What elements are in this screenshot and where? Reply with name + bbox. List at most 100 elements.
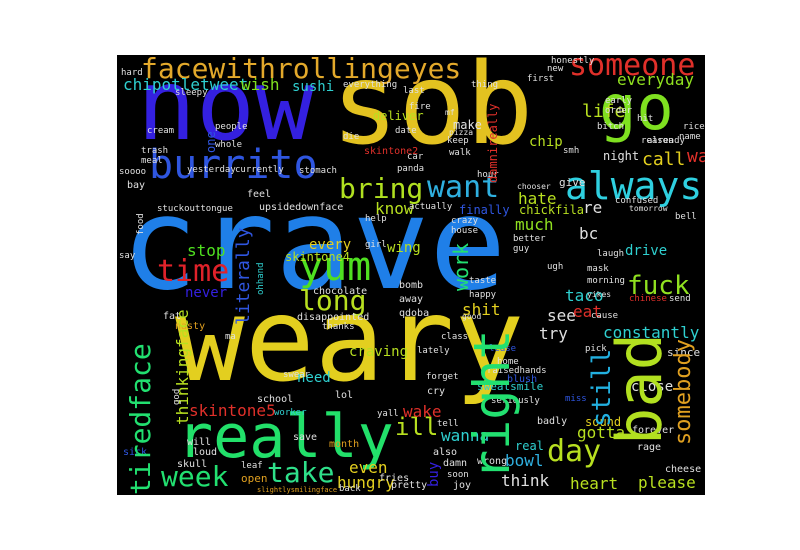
word-tiredface: tiredface: [124, 343, 157, 495]
word-date: date: [395, 126, 417, 136]
word-pretty: pretty: [391, 480, 428, 491]
word-fuck: fuck: [627, 271, 690, 301]
word-ma: ma: [225, 332, 236, 342]
word-help: help: [365, 214, 387, 224]
word-early: early: [605, 96, 633, 106]
word-stuckouttongue: stuckouttongue: [157, 204, 233, 214]
word-deliver: deliver: [373, 109, 424, 123]
word-still: still: [587, 348, 617, 427]
word-feel: feel: [247, 189, 272, 200]
word-chinese: chinese: [629, 294, 667, 304]
word-wish: wish: [241, 75, 280, 94]
word-rice: rice: [683, 122, 705, 132]
word-bc: bc: [579, 224, 599, 243]
word-car: car: [407, 152, 424, 162]
word-lately: lately: [417, 346, 450, 356]
word-school: school: [257, 394, 294, 405]
word-wrong: wrong: [477, 456, 508, 467]
word-even: even: [349, 458, 388, 477]
word-call: call: [642, 149, 686, 170]
word-reason: reason: [641, 136, 674, 146]
word-week: week: [161, 460, 229, 493]
word-thanks: thanks: [322, 322, 355, 332]
word-buy: buy: [426, 461, 442, 487]
word-weary: weary: [175, 273, 525, 408]
word-forget: forget: [426, 372, 459, 382]
word-honestly: honestly: [551, 56, 595, 66]
word-sleepy: sleepy: [175, 88, 208, 98]
word-taco: taco: [565, 286, 604, 305]
word-whole: whole: [215, 140, 243, 150]
word-soooo: soooo: [119, 167, 147, 177]
word-mf: mf: [445, 108, 455, 117]
word-hard: hard: [121, 68, 143, 78]
word-sushi: sushi: [292, 79, 335, 95]
word-soon: soon: [447, 470, 469, 480]
word-yum: yum: [299, 244, 372, 290]
word-also: also: [433, 447, 458, 458]
word-skintone4: skintone4: [285, 250, 351, 264]
word-confused: confused: [615, 196, 659, 206]
word-hate: hate: [518, 189, 557, 208]
word-day: day: [547, 434, 602, 469]
word-god: god: [172, 388, 182, 405]
word-sweatsmile: sweatsmile: [477, 380, 544, 393]
word-sob: sob: [331, 55, 534, 170]
word-bring: bring: [339, 172, 424, 205]
word-yall: yall: [377, 409, 399, 419]
word-much: much: [515, 215, 554, 234]
word-morning: morning: [587, 276, 625, 286]
word-skull: skull: [177, 459, 208, 470]
word-everyday: everyday: [617, 70, 695, 89]
word-good: good: [462, 312, 482, 321]
word-bowl: bowl: [505, 451, 544, 470]
word-currently: currently: [235, 165, 284, 175]
word-drive: drive: [625, 243, 668, 259]
word-craving: craving: [349, 344, 409, 360]
word-think: think: [501, 471, 550, 490]
word-month: month: [329, 439, 360, 450]
word-right: right: [463, 329, 521, 480]
word-pick: pick: [585, 344, 607, 354]
word-re: re: [583, 198, 603, 217]
word-tomorrow: tomorrow: [629, 204, 668, 213]
word-never: never: [185, 285, 228, 301]
word-bomb: bomb: [399, 280, 424, 291]
word-ill: ill: [395, 413, 439, 441]
word-slightlysmilingface: slightlysmilingface: [257, 486, 338, 494]
word-take: take: [267, 456, 335, 489]
word-smh: smh: [563, 146, 580, 156]
word-really: really: [177, 402, 394, 472]
word-disappointed: disappointed: [297, 312, 370, 323]
word-want: want: [427, 170, 500, 205]
word-rage: rage: [637, 442, 662, 453]
word-thinkingface: thinkingface: [173, 309, 192, 425]
word-yesterday: yesterday: [187, 165, 236, 175]
word-know: know: [375, 199, 414, 218]
word-need: need: [297, 370, 331, 386]
word-send: send: [669, 294, 691, 304]
word-real: real: [515, 439, 544, 453]
word-wake: wake: [403, 402, 442, 421]
word-pizza: pizza: [449, 128, 474, 137]
word-cheese: cheese: [665, 464, 702, 475]
word-fat: fat: [163, 311, 182, 322]
word-cloud: crave weary now sob go really burrito al…: [117, 55, 705, 495]
word-panda: panda: [397, 164, 425, 174]
word-chickfila: chickfila: [519, 203, 585, 217]
word-heart: heart: [570, 474, 619, 493]
word-every: every: [309, 237, 352, 253]
word-open: open: [241, 472, 268, 485]
word-night: night: [603, 149, 640, 163]
word-stop: stop: [187, 241, 226, 260]
word-laugh: laugh: [597, 249, 625, 259]
word-hit: hit: [637, 114, 654, 124]
word-lol: lol: [335, 390, 354, 401]
word-chip: chip: [529, 134, 563, 150]
word-tell: tell: [437, 419, 459, 429]
word-see: see: [547, 306, 576, 325]
word-give: give: [559, 176, 586, 189]
word-try: try: [539, 324, 568, 343]
word-away: away: [399, 294, 424, 305]
word-meal: meal: [141, 156, 163, 166]
